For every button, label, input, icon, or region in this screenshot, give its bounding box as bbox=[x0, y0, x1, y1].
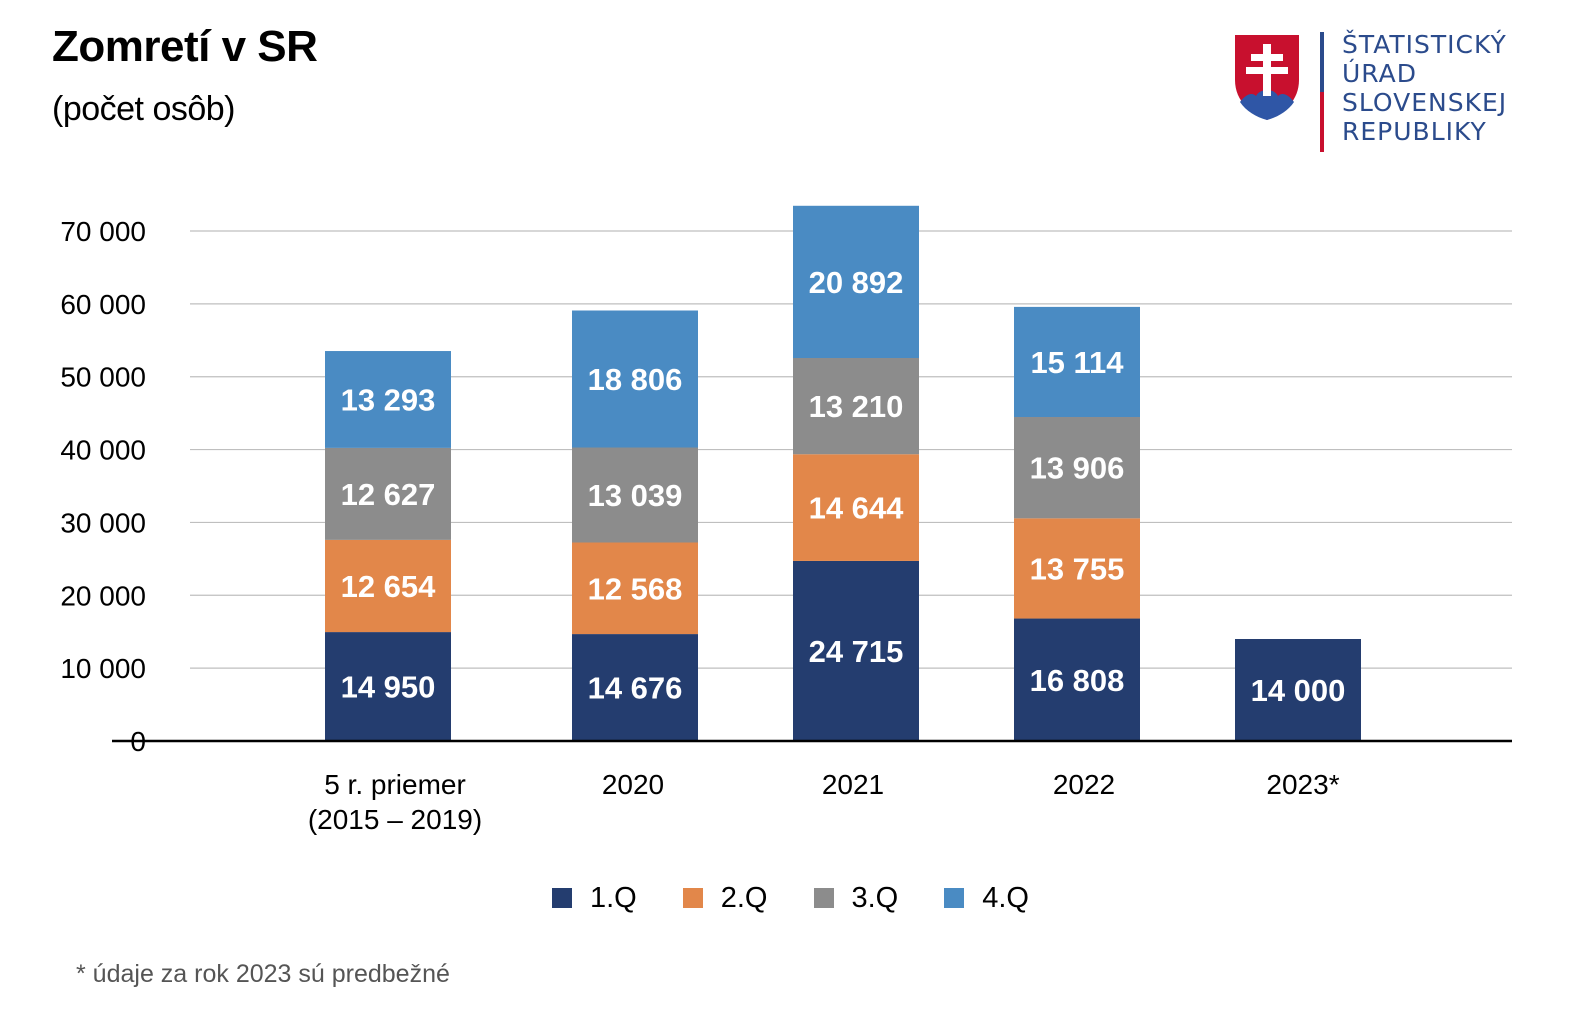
legend-label: 1.Q bbox=[590, 881, 637, 914]
bar-segment-1q bbox=[793, 560, 919, 741]
y-tick-label: 70 000 bbox=[60, 216, 146, 247]
data-label: 15 114 bbox=[1030, 345, 1124, 380]
bar-segment-2q bbox=[325, 539, 451, 633]
logo-divider bbox=[1320, 32, 1324, 152]
y-tick-label: 60 000 bbox=[60, 289, 146, 320]
bar-segment-1q bbox=[1235, 639, 1361, 741]
bar-segment-1q bbox=[325, 632, 451, 741]
data-label: 13 293 bbox=[341, 382, 436, 417]
logo-line-1: ŠTATISTICKÝ bbox=[1342, 30, 1507, 59]
x-tick-label: 2022 bbox=[1053, 769, 1115, 800]
y-tick-label: 10 000 bbox=[60, 653, 146, 684]
data-label: 24 715 bbox=[809, 634, 904, 669]
logo-line-2: ÚRAD bbox=[1342, 59, 1418, 88]
bar-segment-4q bbox=[572, 310, 698, 448]
legend: 1.Q 2.Q 3.Q 4.Q bbox=[552, 878, 1075, 918]
data-label: 12 654 bbox=[341, 569, 437, 604]
legend-item-2q: 2.Q bbox=[682, 881, 768, 915]
y-tick-label: 20 000 bbox=[60, 580, 146, 611]
data-label: 12 568 bbox=[588, 571, 683, 606]
legend-swatch bbox=[682, 888, 703, 908]
bar-segment-4q bbox=[325, 351, 451, 448]
legend-label: 2.Q bbox=[720, 881, 768, 914]
legend-item-1q: 1.Q bbox=[552, 882, 637, 915]
data-labels: 14 950 12 654 12 627 13 293 14 676 12 568 13 0… bbox=[341, 265, 1346, 708]
data-label: 13 906 bbox=[1030, 451, 1125, 486]
legend-swatch bbox=[813, 888, 834, 908]
bars bbox=[325, 205, 1361, 741]
data-label: 20 892 bbox=[809, 265, 904, 300]
bar-segment-3q bbox=[793, 357, 919, 455]
x-axis-tick-labels: 5 r. priemer (2015 – 2019) 2020 2021 2022 202… bbox=[308, 769, 1340, 835]
legend-label: 3.Q bbox=[851, 881, 899, 914]
bar-segment-4q bbox=[793, 205, 919, 358]
logo-text: ŠTATISTICKÝ ÚRAD SLOVENSKEJ REPUBLIKY bbox=[1342, 30, 1507, 146]
data-label: 13 210 bbox=[809, 389, 904, 424]
bar-segment-2q bbox=[793, 454, 919, 561]
y-tick-label: 30 000 bbox=[60, 507, 146, 538]
legend-item-4q: 4.Q bbox=[944, 882, 1029, 915]
chart-title: Zomretí v SR bbox=[52, 22, 318, 71]
slovak-coat-of-arms-icon bbox=[1235, 35, 1299, 120]
data-label: 14 644 bbox=[809, 491, 905, 526]
data-label: 12 627 bbox=[341, 477, 436, 512]
bar-segment-4q bbox=[1014, 306, 1140, 418]
bar-segment-1q bbox=[572, 634, 698, 741]
data-label: 13 039 bbox=[588, 478, 683, 513]
y-tick-label: 40 000 bbox=[60, 435, 146, 466]
bar-segment-2q bbox=[572, 542, 698, 635]
x-tick-label: (2015 – 2019) bbox=[308, 804, 482, 835]
bar-segment-3q bbox=[572, 447, 698, 543]
bar-segment-1q bbox=[1014, 618, 1140, 741]
x-tick-label: 2023* bbox=[1266, 769, 1339, 800]
legend-label: 4.Q bbox=[982, 881, 1029, 914]
x-tick-label: 2020 bbox=[602, 769, 664, 800]
bar-segment-3q bbox=[1014, 417, 1140, 519]
footnote: * údaje za rok 2023 sú predbežné bbox=[76, 960, 450, 988]
bar-segment-2q bbox=[1014, 518, 1140, 619]
statistical-office-logo: ŠTATISTICKÝ ÚRAD SLOVENSKEJ REPUBLIKY bbox=[1232, 30, 1532, 155]
data-label: 14 000 bbox=[1251, 673, 1346, 708]
data-label: 16 808 bbox=[1030, 663, 1125, 698]
data-label: 14 676 bbox=[588, 671, 683, 706]
logo-line-3: SLOVENSKEJ bbox=[1342, 88, 1508, 117]
x-tick-label: 5 r. priemer bbox=[324, 769, 466, 800]
logo-line-4: REPUBLIKY bbox=[1342, 117, 1487, 146]
y-tick-label: 50 000 bbox=[60, 362, 146, 393]
x-tick-label: 2021 bbox=[822, 769, 884, 800]
data-label: 13 755 bbox=[1030, 551, 1125, 586]
bar-segment-3q bbox=[325, 447, 451, 540]
legend-item-3q: 3.Q bbox=[813, 881, 899, 915]
data-label: 18 806 bbox=[588, 362, 683, 397]
legend-swatch bbox=[944, 888, 965, 908]
legend-swatch bbox=[552, 888, 572, 908]
data-label: 14 950 bbox=[341, 670, 436, 705]
chart-subtitle: (počet osôb) bbox=[52, 90, 236, 128]
